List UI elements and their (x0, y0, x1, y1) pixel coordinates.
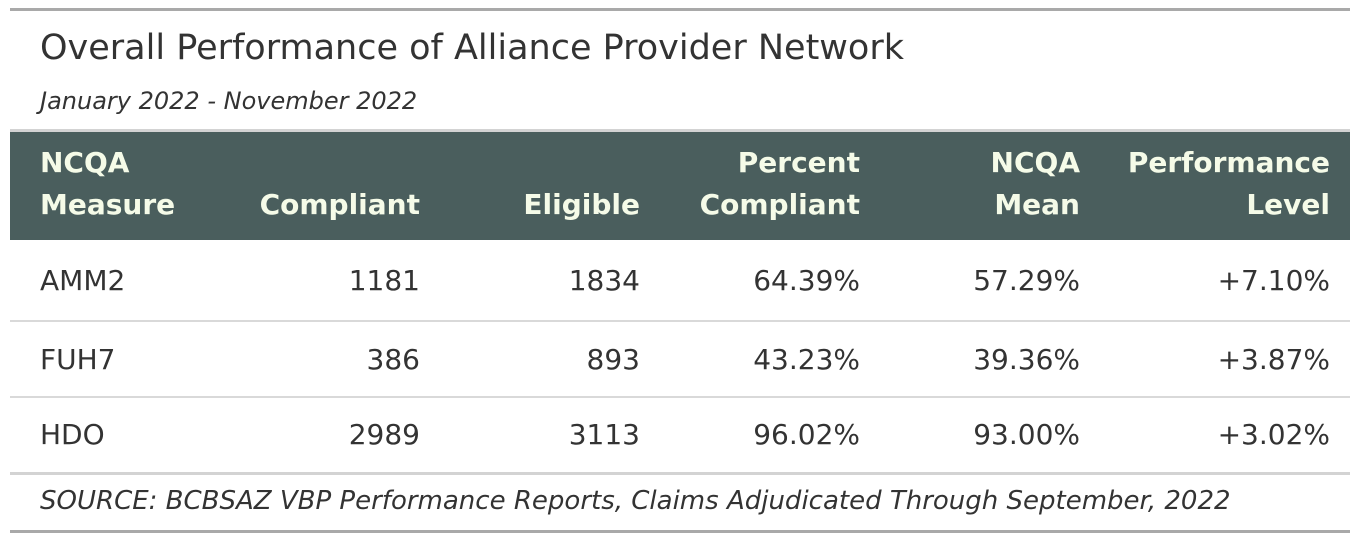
column-header-compliant: Compliant (230, 132, 420, 240)
table-row: HDO 2989 3113 96.02% 93.00% +3.02% (10, 397, 1350, 473)
column-header-percent-compliant: Percent Compliant (640, 132, 860, 240)
column-header-ncqa-mean: NCQA Mean (860, 132, 1080, 240)
cell-percent-compliant: 96.02% (753, 418, 860, 452)
cell-measure: AMM2 (40, 263, 126, 297)
column-header-measure: NCQA Measure (10, 132, 230, 240)
cell-compliant: 386 (366, 342, 420, 376)
column-header-line: Measure (40, 188, 176, 221)
header-row: NCQA Measure Compliant Eligible Percent … (10, 132, 1350, 240)
cell-performance-level: +3.02% (1217, 418, 1330, 452)
cell-measure: FUH7 (40, 342, 116, 376)
cell-ncqa-mean: 93.00% (973, 418, 1080, 452)
column-header-line: Performance (1127, 146, 1330, 179)
column-header-line: Compliant (259, 188, 420, 221)
table-row: AMM2 1181 1834 64.39% 57.29% +7.10% (10, 240, 1350, 321)
performance-table: NCQA Measure Compliant Eligible Percent … (10, 132, 1350, 475)
column-header-line: NCQA (40, 146, 130, 179)
cell-compliant: 2989 (348, 418, 420, 452)
cell-eligible: 1834 (568, 263, 640, 297)
cell-compliant: 1181 (348, 263, 420, 297)
table-subtitle: January 2022 - November 2022 (40, 87, 418, 115)
table-body: AMM2 1181 1834 64.39% 57.29% +7.10% FUH7… (10, 240, 1350, 473)
column-header-performance-level: Performance Level (1080, 132, 1350, 240)
column-header-eligible: Eligible (420, 132, 640, 240)
cell-performance-level: +7.10% (1217, 263, 1330, 297)
table-header: NCQA Measure Compliant Eligible Percent … (10, 132, 1350, 240)
bottom-rule (10, 530, 1350, 533)
cell-percent-compliant: 43.23% (753, 342, 860, 376)
cell-measure: HDO (40, 418, 105, 452)
cell-performance-level: +3.87% (1217, 342, 1330, 376)
table-row: FUH7 386 893 43.23% 39.36% +3.87% (10, 321, 1350, 397)
cell-eligible: 3113 (568, 418, 640, 452)
table-title: Overall Performance of Alliance Provider… (40, 28, 904, 68)
column-header-line: Level (1246, 188, 1330, 221)
column-header-line: NCQA (990, 146, 1080, 179)
cell-eligible: 893 (586, 342, 640, 376)
source-note: SOURCE: BCBSAZ VBP Performance Reports, … (40, 486, 1231, 516)
column-header-line: Mean (994, 188, 1080, 221)
top-rule (10, 8, 1350, 11)
cell-percent-compliant: 64.39% (753, 263, 860, 297)
column-header-line: Compliant (699, 188, 860, 221)
cell-ncqa-mean: 57.29% (973, 263, 1080, 297)
cell-ncqa-mean: 39.36% (973, 342, 1080, 376)
column-header-line: Percent (737, 146, 860, 179)
performance-table-container: Overall Performance of Alliance Provider… (10, 0, 1350, 542)
column-header-line: Eligible (523, 188, 640, 221)
header-rule (10, 129, 1350, 132)
